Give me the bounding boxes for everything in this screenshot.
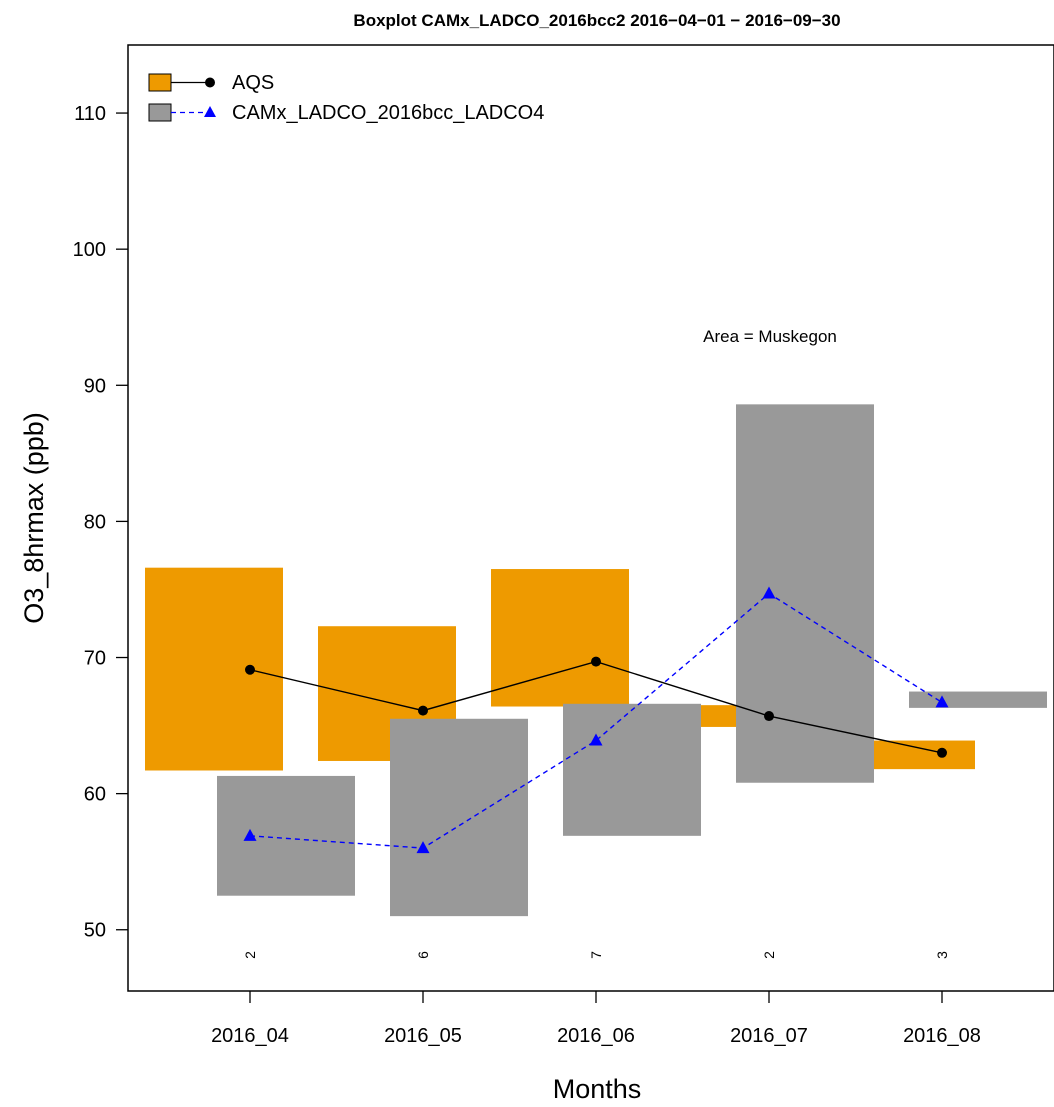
- y-axis: 50 60 70 80 90 100 110: [73, 103, 128, 942]
- y-tick-label-80: 80: [84, 511, 106, 533]
- x-tick-label-2016_08: 2016_08: [903, 1025, 981, 1047]
- box-camx-2016_04: [217, 775, 355, 896]
- median-point-camx-2016_05: [416, 841, 430, 854]
- legend-label-aqs: AQS: [232, 72, 274, 94]
- count-labels: 2 6 7 2 3: [242, 951, 950, 959]
- boxes-layer: [145, 404, 1047, 917]
- median-point-aqs-2016_07: [764, 711, 774, 722]
- legend-swatch-camx: [148, 103, 172, 122]
- x-tick-label-2016_04: 2016_04: [211, 1025, 289, 1047]
- median-point-aqs-2016_05: [418, 705, 428, 716]
- x-tick-label-2016_07: 2016_07: [730, 1025, 808, 1047]
- median-markers-layer: [243, 586, 949, 854]
- median-point-camx-2016_04: [243, 828, 257, 841]
- median-point-camx-2016_06: [589, 733, 603, 746]
- box-camx-2016_07: [736, 404, 874, 783]
- legend: AQS CAMx_LADCO_2016bcc_LADCO4: [148, 72, 544, 124]
- y-tick-label-110: 110: [74, 103, 106, 125]
- box-aqs-2016_04: [145, 567, 283, 771]
- legend-label-camx: CAMx_LADCO_2016bcc_LADCO4: [232, 102, 544, 124]
- plot-frame: [127, 44, 1054, 992]
- y-tick-label-60: 60: [84, 784, 106, 806]
- y-tick-label-70: 70: [84, 648, 106, 670]
- box-camx-2016_05: [390, 718, 528, 917]
- legend-swatch-aqs: [148, 73, 172, 92]
- x-axis: 2016_04 2016_05 2016_06 2016_07 2016_08: [211, 991, 981, 1047]
- y-tick-label-50: 50: [84, 920, 106, 942]
- x-axis-title: Months: [553, 1074, 642, 1104]
- count-label-2016_04: 2: [242, 951, 258, 959]
- count-label-2016_07: 2: [761, 951, 777, 959]
- chart-title: Boxplot CAMx_LADCO_2016bcc2 2016−04−01 −…: [353, 11, 840, 30]
- count-label-2016_05: 6: [415, 951, 431, 959]
- area-annotation: Area = Muskegon: [703, 327, 837, 346]
- x-tick-label-2016_06: 2016_06: [557, 1025, 635, 1047]
- y-tick-label-100: 100: [73, 239, 106, 261]
- box-aqs-2016_06: [491, 569, 629, 707]
- legend-marker-aqs: [205, 77, 215, 88]
- y-axis-title: O3_8hrmax (ppb): [19, 412, 49, 624]
- median-point-aqs-2016_06: [591, 656, 601, 667]
- median-point-camx-2016_08: [935, 695, 949, 708]
- count-label-2016_08: 3: [934, 951, 950, 959]
- median-point-aqs-2016_04: [245, 664, 255, 675]
- median-point-aqs-2016_08: [937, 747, 947, 758]
- box-camx-2016_06: [563, 703, 701, 836]
- x-tick-label-2016_05: 2016_05: [384, 1025, 462, 1047]
- count-label-2016_06: 7: [588, 951, 604, 959]
- median-point-camx-2016_07: [762, 586, 776, 599]
- y-tick-label-90: 90: [84, 375, 106, 397]
- legend-marker-camx: [204, 106, 216, 117]
